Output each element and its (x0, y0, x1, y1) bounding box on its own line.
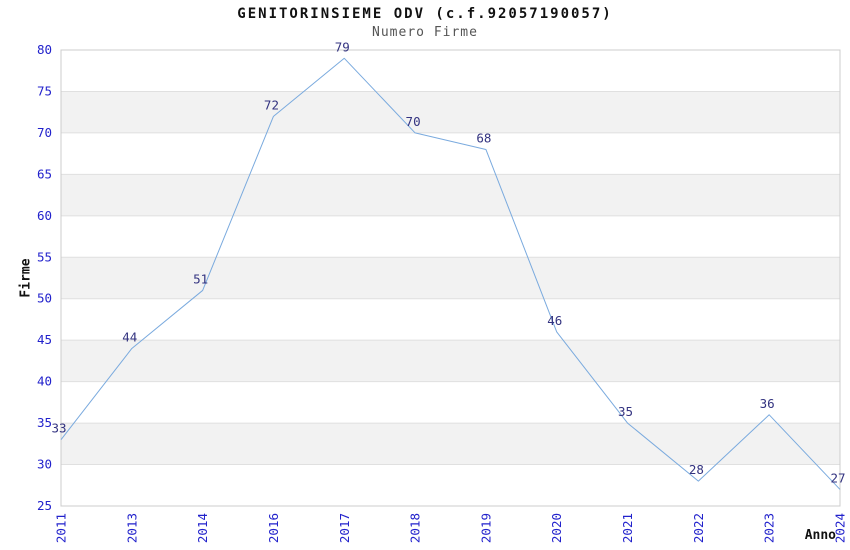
data-point-label: 35 (618, 404, 633, 419)
x-tick-label: 2014 (195, 513, 210, 543)
x-tick-label: 2021 (620, 513, 635, 543)
y-tick-label: 50 (37, 291, 52, 306)
data-point-label: 68 (476, 130, 491, 145)
y-tick-label: 40 (37, 374, 52, 389)
x-tick-label: 2018 (408, 513, 423, 543)
y-tick-label: 60 (37, 208, 52, 223)
y-tick-label: 35 (37, 415, 52, 430)
data-point-label: 46 (547, 313, 562, 328)
data-point-label: 36 (760, 396, 775, 411)
x-tick-label: 2019 (478, 513, 493, 543)
data-point-label: 44 (122, 329, 137, 344)
x-tick-label: 2013 (124, 513, 139, 543)
band-row (61, 257, 840, 299)
x-tick-label: 2023 (762, 513, 777, 543)
data-line (60, 57, 841, 490)
y-tick-label: 45 (37, 332, 52, 347)
x-tick-label: 2024 (833, 513, 848, 543)
x-tick-label: 2022 (691, 513, 706, 543)
data-point-label: 70 (406, 114, 421, 129)
data-point-label: 79 (335, 39, 350, 54)
band-row (61, 340, 840, 382)
y-tick-label: 75 (37, 83, 52, 98)
band-row (61, 174, 840, 216)
x-tick-label: 2017 (337, 513, 352, 543)
x-tick-label: 2020 (549, 513, 564, 543)
data-point-label: 72 (264, 97, 279, 112)
y-tick-label: 70 (37, 125, 52, 140)
plot-border (60, 49, 841, 507)
x-tick-label: 2016 (266, 513, 281, 543)
data-point-label: 51 (193, 271, 208, 286)
y-tick-label: 80 (37, 42, 52, 57)
y-axis-title: Firme (18, 258, 34, 298)
y-tick-label: 55 (37, 249, 52, 264)
band-row (61, 91, 840, 133)
data-point-label: 27 (830, 470, 845, 485)
chart-subtitle: Numero Firme (372, 25, 478, 40)
data-point-label: 33 (51, 421, 66, 436)
x-tick-label: 2011 (54, 513, 69, 543)
data-point-label: 28 (689, 462, 704, 477)
y-tick-label: 65 (37, 166, 52, 181)
chart-title: GENITORINSIEME ODV (c.f.92057190057) (237, 6, 613, 22)
x-axis-title: Anno (804, 528, 836, 543)
band-row (61, 423, 840, 465)
y-tick-label: 25 (37, 498, 52, 513)
y-tick-label: 30 (37, 457, 52, 472)
